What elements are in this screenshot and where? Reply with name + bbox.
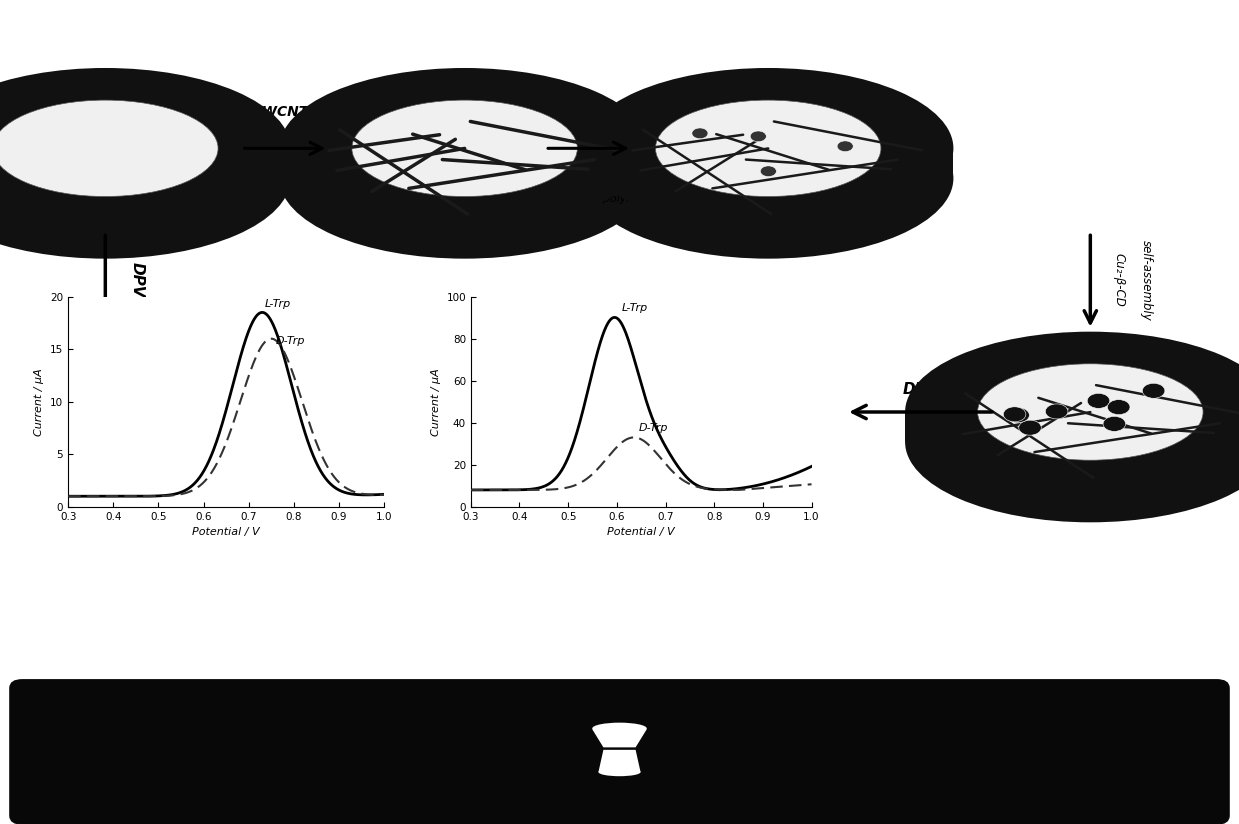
Ellipse shape (598, 768, 641, 776)
Circle shape (1004, 407, 1026, 422)
Ellipse shape (582, 68, 954, 229)
Ellipse shape (592, 723, 647, 734)
Ellipse shape (0, 68, 291, 229)
Ellipse shape (904, 331, 1239, 493)
Text: L-Trp: L-Trp (622, 303, 648, 313)
Text: L-Trp: L-Trp (264, 299, 291, 309)
Circle shape (1103, 416, 1125, 431)
Y-axis label: Current / μA: Current / μA (35, 368, 45, 436)
Ellipse shape (279, 98, 649, 259)
Polygon shape (598, 750, 641, 772)
Polygon shape (592, 729, 647, 747)
Y-axis label: Current / μA: Current / μA (431, 368, 441, 436)
X-axis label: Potential / V: Potential / V (607, 527, 675, 537)
Text: L-Arg: L-Arg (566, 105, 608, 119)
Text: DPV: DPV (903, 382, 938, 397)
Text: DPV: DPV (130, 262, 145, 298)
FancyBboxPatch shape (10, 680, 1229, 824)
Ellipse shape (582, 98, 954, 259)
Ellipse shape (279, 68, 649, 229)
Ellipse shape (655, 101, 881, 197)
Circle shape (750, 131, 766, 142)
Text: Cu₂-β-CD: Cu₂-β-CD (1113, 253, 1125, 307)
Polygon shape (582, 148, 954, 178)
Circle shape (761, 166, 777, 176)
Polygon shape (279, 148, 649, 178)
Text: D-Trp: D-Trp (639, 423, 668, 433)
Circle shape (1007, 408, 1030, 423)
Polygon shape (0, 148, 291, 178)
Ellipse shape (904, 362, 1239, 522)
Text: electropolymerization: electropolymerization (565, 194, 686, 204)
Polygon shape (904, 412, 1239, 442)
Circle shape (838, 141, 854, 152)
Circle shape (1018, 420, 1041, 435)
Text: D-Trp: D-Trp (276, 336, 305, 346)
Ellipse shape (978, 364, 1203, 460)
Circle shape (1108, 400, 1130, 414)
Circle shape (1046, 404, 1068, 419)
Circle shape (1088, 393, 1110, 409)
Ellipse shape (0, 98, 291, 259)
X-axis label: Potential / V: Potential / V (192, 527, 260, 537)
Ellipse shape (0, 101, 218, 197)
Circle shape (1142, 383, 1165, 398)
Ellipse shape (352, 101, 577, 197)
Text: MWCNTs: MWCNTs (249, 105, 316, 119)
Circle shape (691, 128, 707, 138)
Text: self-assembly: self-assembly (1140, 240, 1152, 321)
